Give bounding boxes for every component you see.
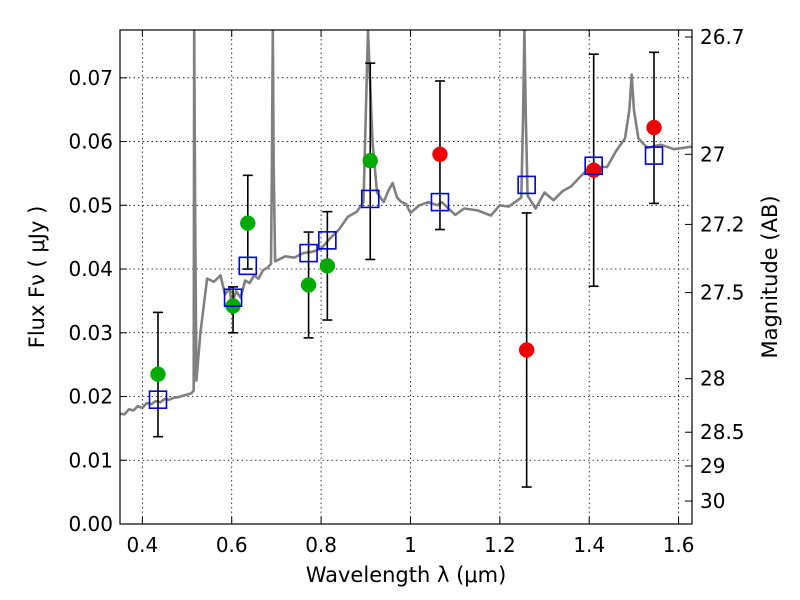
y2-tick-label: 28.5 [700, 420, 745, 444]
tick-layer: 0.4 0.6 0.8 1 1.2 1.4 1.6 0.00 0.01 0.02 0.03 0.04 0… [68, 25, 744, 557]
errorbar-layer [152, 51, 660, 488]
green-data-point [300, 277, 317, 293]
x-tick-label: 1.6 [663, 533, 695, 557]
y2-axis-label: Magnitude (AB) [758, 195, 782, 358]
model-square-marker [238, 256, 258, 276]
x-axis-label: Wavelength λ (μm) [306, 563, 507, 587]
spectrum-line [120, 30, 692, 416]
red-data-point [518, 342, 535, 358]
y2-tick-label: 30 [700, 489, 725, 513]
green-data-point [319, 258, 336, 274]
green-data-point [240, 215, 256, 231]
spectrum-layer [120, 30, 692, 416]
y-tick-label: 0.02 [68, 385, 113, 409]
y-tick-label: 0.01 [68, 448, 113, 472]
model-square-marker [148, 390, 168, 410]
y2-tick-label: 27.5 [700, 281, 745, 305]
x-tick-label: 0.6 [216, 533, 248, 557]
y-tick-label: 0.04 [68, 257, 113, 281]
x-tick-label: 1 [404, 533, 417, 557]
y-tick-label: 0.06 [68, 130, 113, 154]
y2-tick-label: 27 [700, 142, 725, 166]
red-data-point [646, 119, 662, 136]
red-data-point [432, 146, 448, 163]
model-square-marker [299, 243, 318, 263]
y-axis-label: Flux Fν ( μJy ) [25, 206, 49, 349]
grid-lines [120, 30, 692, 525]
y2-tick-label: 29 [700, 454, 725, 478]
model-square-marker [430, 192, 450, 212]
x-tick-label: 0.8 [305, 533, 337, 557]
y2-tick-label: 28 [700, 367, 725, 391]
model-square-marker [360, 189, 380, 209]
model-square-marker [517, 175, 536, 195]
model-square-marker [318, 231, 337, 250]
x-tick-label: 1.4 [573, 533, 605, 557]
y-tick-label: 0.07 [68, 66, 113, 90]
x-tick-label: 1.2 [484, 533, 516, 557]
y-tick-label: 0.00 [68, 512, 113, 536]
plot-frame [119, 29, 693, 525]
green-data-point [150, 366, 166, 382]
model-square-marker [644, 146, 664, 165]
y2-tick-label: 27.2 [700, 212, 745, 236]
x-tick-label: 0.4 [126, 533, 158, 557]
marker-layer [148, 119, 664, 410]
model-square-marker [223, 288, 243, 308]
red-data-point [585, 162, 602, 178]
y2-tick-label: 26.7 [700, 25, 745, 49]
y-tick-label: 0.03 [68, 321, 113, 345]
y-tick-label: 0.05 [68, 193, 113, 217]
model-square-marker [584, 156, 603, 176]
green-data-point [362, 152, 378, 169]
